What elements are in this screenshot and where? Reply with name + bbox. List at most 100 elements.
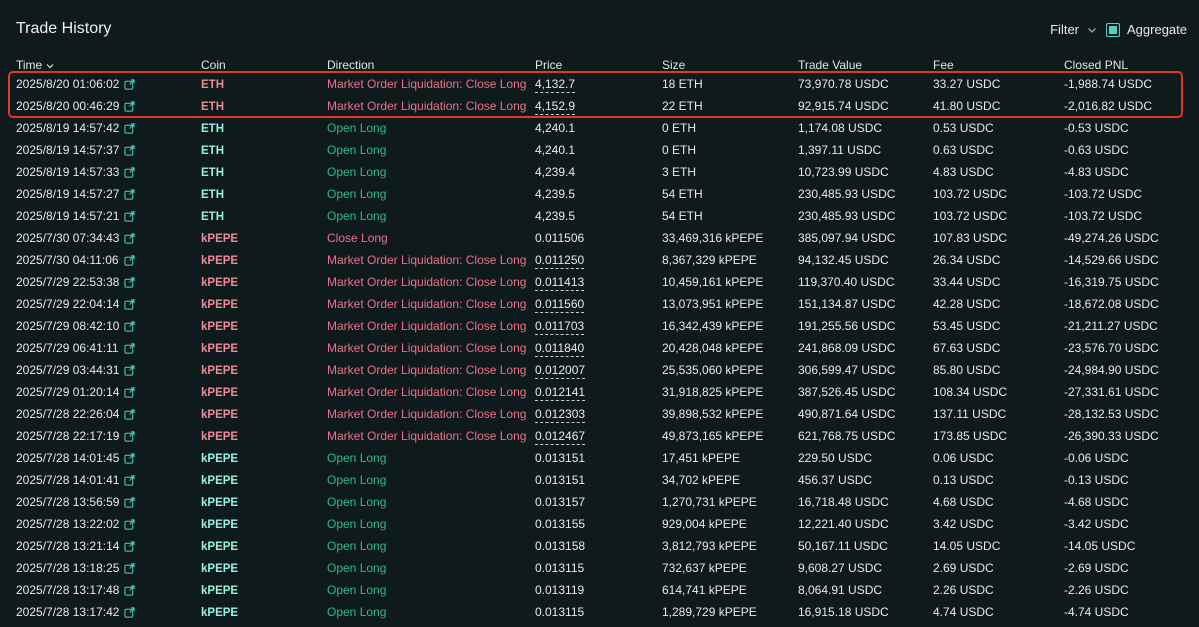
external-link-icon[interactable] [124,606,136,618]
coin-name[interactable]: ETH [201,79,224,91]
coin-name[interactable]: kPEPE [201,453,239,465]
price-value[interactable]: 0.011840 [535,341,585,357]
coin-name[interactable]: kPEPE [201,607,239,619]
price-value[interactable]: 0.012303 [535,407,586,423]
coin-name[interactable]: kPEPE [201,585,239,597]
coin-cell[interactable]: kPEPE [201,447,327,469]
coin-name[interactable]: ETH [201,167,224,179]
time-cell: 2025/8/20 00:46:29 [16,95,201,117]
column-header-time[interactable]: Time [16,54,201,73]
coin-name[interactable]: kPEPE [201,541,239,553]
price-cell: 0.012141 [535,381,662,403]
coin-name[interactable]: ETH [201,145,224,157]
price-value[interactable]: 4,152.9 [535,99,576,115]
external-link-icon[interactable] [124,298,136,310]
external-link-icon[interactable] [124,496,136,508]
fee-cell: 0.13 USDC [933,473,994,487]
coin-name[interactable]: kPEPE [201,277,239,289]
coin-name[interactable]: kPEPE [201,387,239,399]
coin-cell[interactable]: kPEPE [201,227,327,249]
coin-cell[interactable]: kPEPE [201,381,327,403]
coin-name[interactable]: ETH [201,123,224,135]
external-link-icon[interactable] [124,144,136,156]
coin-cell[interactable]: kPEPE [201,249,327,271]
coin-name[interactable]: kPEPE [201,299,239,311]
external-link-icon[interactable] [124,78,136,90]
size-cell: 18 ETH [662,77,703,91]
filter-dropdown[interactable]: Filter [1050,22,1098,37]
external-link-icon[interactable] [124,584,136,596]
coin-cell[interactable]: kPEPE [201,293,327,315]
price-value[interactable]: 0.011560 [535,297,585,313]
coin-cell[interactable]: ETH [201,161,327,183]
external-link-icon[interactable] [124,540,136,552]
aggregate-checkbox[interactable] [1106,22,1120,37]
price-value[interactable]: 0.012141 [535,385,586,401]
coin-cell[interactable]: ETH [201,73,327,95]
coin-name[interactable]: kPEPE [201,321,239,333]
coin-name[interactable]: kPEPE [201,409,239,421]
coin-cell[interactable]: ETH [201,139,327,161]
external-link-icon[interactable] [124,122,136,134]
external-link-icon[interactable] [124,518,136,530]
coin-cell[interactable]: ETH [201,117,327,139]
external-link-icon[interactable] [124,100,136,112]
coin-cell[interactable]: ETH [201,183,327,205]
external-link-icon[interactable] [124,408,136,420]
external-link-icon[interactable] [124,320,136,332]
price-value[interactable]: 0.012467 [535,429,586,445]
external-link-icon[interactable] [124,188,136,200]
coin-name[interactable]: ETH [201,211,224,223]
external-link-icon[interactable] [124,562,136,574]
coin-cell[interactable]: kPEPE [201,579,327,601]
closed-pnl-cell: -4.74 USDC [1064,605,1129,619]
coin-name[interactable]: kPEPE [201,431,239,443]
price-value[interactable]: 0.011703 [535,319,585,335]
external-link-icon[interactable] [124,474,136,486]
external-link-icon[interactable] [124,452,136,464]
external-link-icon[interactable] [123,342,135,354]
coin-name[interactable]: kPEPE [201,563,239,575]
external-link-icon[interactable] [124,276,136,288]
coin-cell[interactable]: kPEPE [201,359,327,381]
coin-name[interactable]: ETH [201,101,224,113]
coin-name[interactable]: kPEPE [201,233,239,245]
price-value: 0.013155 [535,517,586,531]
coin-cell[interactable]: kPEPE [201,425,327,447]
coin-cell[interactable]: kPEPE [201,315,327,337]
coin-cell[interactable]: kPEPE [201,535,327,557]
coin-name[interactable]: kPEPE [201,497,239,509]
column-header-trade-value: Trade Value [798,58,863,72]
price-value[interactable]: 0.012007 [535,363,586,379]
external-link-icon[interactable] [124,386,136,398]
coin-cell[interactable]: kPEPE [201,557,327,579]
coin-cell[interactable]: kPEPE [201,491,327,513]
coin-name[interactable]: kPEPE [201,365,239,377]
coin-name[interactable]: kPEPE [201,475,239,487]
external-link-icon[interactable] [124,232,136,244]
external-link-icon[interactable] [124,210,136,222]
coin-name[interactable]: ETH [201,189,224,201]
external-link-icon[interactable] [124,364,136,376]
external-link-icon[interactable] [123,254,135,266]
coin-name[interactable]: kPEPE [201,343,239,355]
coin-cell[interactable]: ETH [201,205,327,227]
coin-cell[interactable]: kPEPE [201,337,327,359]
price-value[interactable]: 4,132.7 [535,77,576,93]
closed-pnl-cell: -28,132.53 USDC [1064,407,1159,421]
trade-time: 2025/7/30 04:11:06 [16,253,119,267]
price-value[interactable]: 0.011413 [535,275,585,291]
coin-name[interactable]: kPEPE [201,255,239,267]
price-value[interactable]: 0.011250 [535,253,585,269]
coin-cell[interactable]: ETH [201,95,327,117]
coin-cell[interactable]: kPEPE [201,271,327,293]
coin-name[interactable]: kPEPE [201,519,239,531]
aggregate-toggle[interactable]: Aggregate [1106,22,1187,37]
coin-cell[interactable]: kPEPE [201,403,327,425]
coin-cell[interactable]: kPEPE [201,513,327,535]
external-link-icon[interactable] [124,430,136,442]
coin-cell[interactable]: kPEPE [201,601,327,623]
coin-cell[interactable]: kPEPE [201,469,327,491]
fee-cell: 173.85 USDC [933,429,1008,443]
external-link-icon[interactable] [124,166,136,178]
